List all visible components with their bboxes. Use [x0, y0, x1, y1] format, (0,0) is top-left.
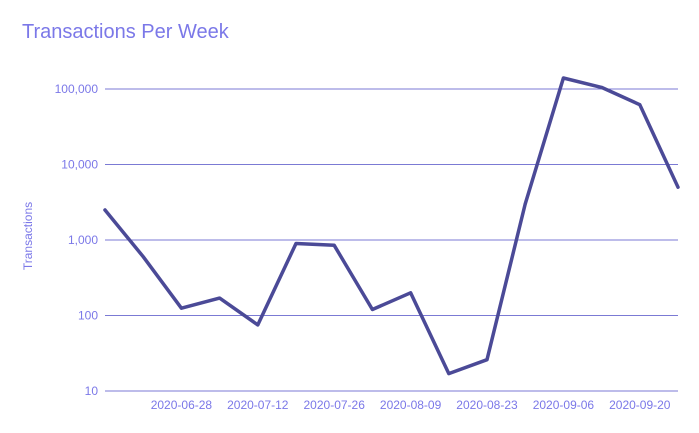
x-tick-label: 2020-08-23 — [456, 398, 518, 412]
y-tick-labels: 10 100 1,000 10,000 100,000 — [55, 82, 99, 398]
data-point — [294, 241, 298, 245]
series-line — [103, 76, 680, 376]
data-point — [332, 243, 336, 247]
data-point — [179, 306, 183, 310]
data-point — [600, 85, 604, 89]
x-tick-label: 2020-09-20 — [609, 398, 671, 412]
data-point — [256, 323, 260, 327]
x-tick-label: 2020-06-28 — [151, 398, 213, 412]
y-tick-label: 10,000 — [61, 158, 98, 172]
data-point — [218, 296, 222, 300]
chart-title: Transactions Per Week — [22, 21, 229, 43]
y-tick-label: 10 — [85, 384, 99, 398]
data-point — [638, 103, 642, 107]
data-point — [561, 76, 565, 80]
x-tick-labels: 2020-06-28 2020-07-12 2020-07-26 2020-08-09… — [151, 398, 671, 412]
data-point — [141, 255, 145, 259]
x-tick-label: 2020-07-26 — [304, 398, 366, 412]
x-tick-label: 2020-07-12 — [227, 398, 289, 412]
data-point — [447, 372, 451, 376]
y-axis-label: Transactions — [21, 202, 35, 270]
x-tick-label: 2020-08-09 — [380, 398, 442, 412]
data-point — [409, 291, 413, 295]
data-point — [676, 185, 680, 189]
y-tick-label: 100,000 — [55, 82, 99, 96]
data-point — [370, 308, 374, 312]
x-tick-label: 2020-09-06 — [533, 398, 595, 412]
data-point — [523, 202, 527, 206]
y-tick-label: 100 — [78, 309, 98, 323]
data-point — [103, 208, 107, 212]
data-point — [485, 358, 489, 362]
series-transactions — [103, 76, 680, 376]
grid-lines — [105, 88, 678, 392]
y-tick-label: 1,000 — [68, 233, 98, 247]
